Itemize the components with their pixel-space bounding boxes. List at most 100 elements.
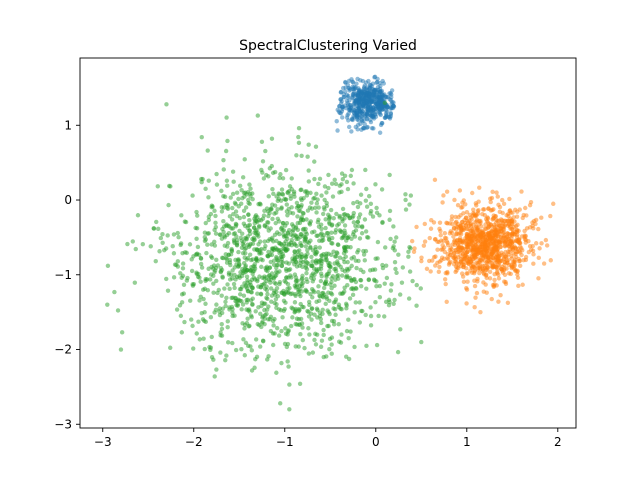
scatter-point [362,217,368,222]
scatter-point [355,122,361,128]
scatter-point [337,215,342,220]
scatter-point [321,285,327,291]
scatter-point [406,249,411,255]
scatter-point [195,213,200,218]
scatter-point [306,142,311,147]
scatter-point [164,276,169,282]
scatter-point [356,258,361,264]
scatter-point [495,270,500,276]
scatter-point [233,209,239,214]
scatter-point [351,181,356,186]
scatter-point [442,231,448,236]
scatter-point [241,293,247,298]
scatter-point [504,253,509,259]
scatter-point [313,205,318,210]
scatter-point [361,118,366,123]
scatter-point [319,193,324,198]
scatter-point [194,331,199,336]
scatter-point [269,163,274,169]
scatter-point [508,271,513,277]
scatter-point [393,266,398,272]
scatter-point [388,106,393,111]
scatter-point [231,211,236,217]
scatter-point [504,235,509,240]
scatter-point [363,113,368,118]
scatter-point [265,291,270,297]
scatter-point [310,295,315,300]
scatter-point [148,244,153,249]
scatter-point [497,218,502,223]
scatter-point [334,119,339,124]
scatter-point [181,282,187,287]
scatter-point [174,307,180,312]
scatter-point [356,86,361,91]
scatter-point [312,312,317,317]
scatter-point [352,310,357,315]
scatter-point [154,219,159,225]
scatter-point [391,244,396,249]
scatter-point [359,283,364,289]
scatter-point [225,138,230,144]
scatter-point [292,262,297,267]
scatter-point [297,248,302,253]
scatter-point [243,250,248,256]
scatter-point [507,208,512,214]
scatter-point [244,300,249,305]
scatter-point [296,291,302,297]
scatter-point [296,316,302,322]
scatter-point [343,254,348,259]
scatter-point [351,113,356,119]
scatter-point [345,283,350,288]
scatter-point [309,306,314,311]
scatter-point [347,215,352,221]
scatter-point [236,196,241,202]
scatter-point [329,276,334,281]
scatter-point [522,236,528,242]
scatter-point [229,295,234,301]
scatter-point [318,263,324,269]
scatter-point [248,186,253,191]
x-tick-label: 0 [372,435,380,449]
scatter-point [212,208,217,213]
scatter-point [352,344,357,350]
scatter-point [288,323,294,329]
scatter-point [271,191,276,197]
scatter-point [493,233,499,239]
scatter-point [358,267,363,273]
scatter-point [462,226,467,231]
scatter-point [409,238,415,244]
scatter-point [288,273,293,278]
scatter-point [237,298,243,303]
scatter-point [228,262,233,268]
scatter-point [224,232,230,238]
scatter-point [342,89,348,94]
scatter-point [160,240,165,245]
scatter-point [303,259,308,264]
scatter-point [265,296,270,301]
scatter-point [428,226,434,231]
scatter-point [326,260,331,266]
scatter-point [278,255,283,260]
scatter-point [466,226,471,231]
scatter-point [502,262,507,268]
scatter-point [399,280,405,285]
scatter-point [199,311,204,316]
scatter-point [492,277,497,283]
scatter-point [358,192,364,197]
scatter-point [478,309,483,315]
scatter-point [225,183,230,188]
scatter-point [239,346,244,352]
scatter-point [347,108,352,113]
scatter-point [339,99,344,104]
scatter-point [331,322,337,327]
scatter-point [321,332,326,338]
series-0-points [334,74,397,135]
scatter-point [391,301,396,306]
scatter-point [260,315,265,320]
scatter-point [309,317,314,322]
scatter-point [242,157,247,162]
scatter-point [485,266,490,271]
y-tick-label: −2 [54,343,72,357]
scatter-point [345,275,350,280]
scatter-point [412,246,417,251]
